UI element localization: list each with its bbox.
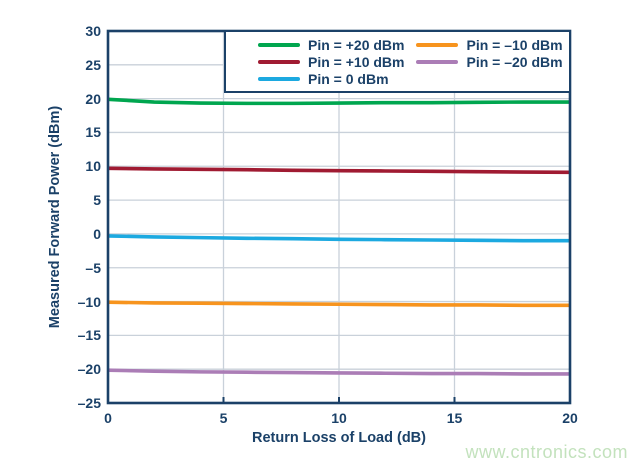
y-tick-label: –15 <box>77 327 101 344</box>
series-line-2 <box>107 234 570 243</box>
legend-item-2: Pin = 0 dBm <box>258 70 404 87</box>
legend: Pin = +20 dBm Pin = +10 dBm Pin = 0 dBm Pin… <box>224 30 571 93</box>
y-tick-label: –20 <box>77 361 101 378</box>
legend-label: Pin = +10 dBm <box>308 53 405 70</box>
legend-line-swatch <box>258 59 300 64</box>
y-tick-label: 30 <box>85 23 101 39</box>
legend-line-swatch <box>416 42 459 47</box>
y-axis-title: Measured Forward Power (dBm) <box>46 105 63 329</box>
x-tick-label: 20 <box>562 410 578 426</box>
legend-item-1: Pin = +10 dBm <box>258 53 404 70</box>
y-tick-label: 25 <box>85 56 101 73</box>
y-tick-label: 5 <box>93 192 101 209</box>
y-tick-label: –10 <box>77 293 101 310</box>
y-tick-label: 15 <box>85 124 101 141</box>
y-tick-label: –5 <box>85 259 101 276</box>
y-tick-label: 20 <box>85 90 101 107</box>
y-tick-label: 10 <box>85 158 101 175</box>
legend-item-3: Pin = –10 dBm <box>416 36 563 53</box>
legend-item-4: Pin = –20 dBm <box>416 53 563 70</box>
x-tick-label: 15 <box>446 410 463 426</box>
legend-line-swatch <box>258 42 300 47</box>
series-line-3 <box>107 300 570 308</box>
y-tick-label: 0 <box>93 225 101 242</box>
legend-line-swatch <box>258 76 300 81</box>
x-tick-label: 10 <box>331 410 347 426</box>
legend-label: Pin = 0 dBm <box>308 70 389 87</box>
legend-label: Pin = –10 dBm <box>466 36 563 53</box>
watermark: www.cntronics.com <box>465 442 628 462</box>
x-tick-label: 0 <box>104 410 112 426</box>
legend-item-0: Pin = +20 dBm <box>258 36 404 53</box>
series-line-0 <box>107 97 570 106</box>
series-line-4 <box>107 368 570 376</box>
legend-label: Pin = +20 dBm <box>308 36 405 53</box>
series-line-1 <box>107 166 571 175</box>
x-axis-title: Return Loss of Load (dB) <box>252 430 426 446</box>
legend-label: Pin = –20 dBm <box>466 53 563 70</box>
y-tick-label: –25 <box>77 395 101 411</box>
legend-line-swatch <box>416 59 459 64</box>
x-tick-label: 5 <box>219 410 228 426</box>
